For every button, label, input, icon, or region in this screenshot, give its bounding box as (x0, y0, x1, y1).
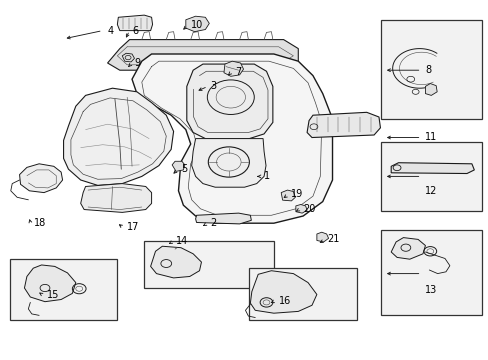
Bar (249, 268, 356, 320)
Polygon shape (250, 271, 316, 313)
Text: 11: 11 (425, 132, 437, 142)
Polygon shape (390, 238, 425, 259)
Bar (381, 142, 481, 211)
Polygon shape (122, 53, 134, 62)
Text: 10: 10 (190, 20, 203, 30)
Polygon shape (390, 163, 473, 174)
Polygon shape (172, 161, 184, 171)
Text: 20: 20 (303, 204, 315, 214)
Polygon shape (185, 16, 209, 32)
Polygon shape (132, 54, 332, 223)
Text: 14: 14 (176, 236, 188, 246)
Polygon shape (306, 112, 380, 138)
Bar (381, 230, 481, 315)
Text: 13: 13 (425, 285, 437, 295)
Text: 12: 12 (425, 186, 437, 196)
Text: 18: 18 (34, 218, 46, 228)
Text: 21: 21 (327, 234, 339, 244)
Text: 8: 8 (425, 65, 431, 75)
Polygon shape (81, 184, 151, 212)
Text: 16: 16 (278, 296, 290, 306)
Text: 7: 7 (234, 67, 241, 77)
Polygon shape (316, 232, 328, 242)
Text: 1: 1 (264, 171, 270, 181)
Polygon shape (425, 84, 436, 95)
Text: 2: 2 (210, 218, 216, 228)
Polygon shape (281, 190, 295, 201)
Polygon shape (295, 204, 306, 213)
Text: 15: 15 (46, 290, 59, 300)
Text: 19: 19 (290, 189, 303, 199)
Text: 3: 3 (210, 81, 216, 91)
Polygon shape (63, 88, 173, 185)
Polygon shape (195, 213, 251, 224)
Bar (144, 241, 273, 288)
Polygon shape (20, 164, 62, 193)
Text: 17: 17 (127, 222, 139, 232)
Polygon shape (117, 15, 152, 31)
Bar (381, 20, 481, 119)
Text: 4: 4 (107, 26, 114, 36)
Text: 5: 5 (181, 164, 187, 174)
Text: 6: 6 (132, 26, 138, 36)
Polygon shape (224, 61, 243, 76)
Polygon shape (191, 139, 265, 187)
Bar (10, 259, 117, 320)
Polygon shape (24, 265, 76, 302)
Polygon shape (186, 64, 272, 139)
Polygon shape (150, 246, 201, 278)
Text: 9: 9 (134, 58, 141, 68)
Polygon shape (107, 40, 298, 70)
